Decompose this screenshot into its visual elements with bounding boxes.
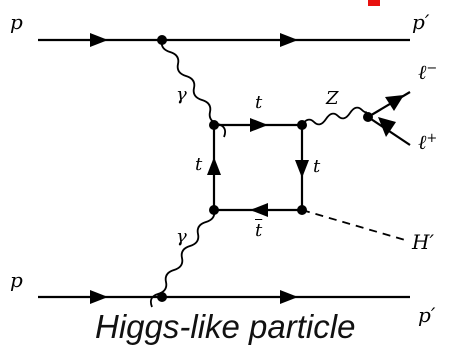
arrow-proton-top-right bbox=[280, 33, 298, 47]
label-p-in-top: p bbox=[10, 10, 23, 34]
label-t-right: t bbox=[313, 156, 321, 177]
lepton-minus-line bbox=[367, 91, 411, 118]
vertex-bottom-proton bbox=[157, 292, 167, 302]
vertex-loop-top-left bbox=[209, 120, 219, 130]
label-gamma-top: γ bbox=[176, 84, 187, 105]
arrow-lepton-plus bbox=[378, 117, 396, 137]
label-lepton-minus: ℓ− bbox=[418, 60, 438, 85]
photon-line-bottom bbox=[149, 209, 216, 308]
arrow-proton-top-left bbox=[90, 33, 108, 47]
label-higgs: H′ bbox=[412, 230, 434, 254]
z-boson-line bbox=[301, 106, 368, 126]
arrow-top-quark-left bbox=[207, 157, 221, 175]
arrow-top-quark-top bbox=[250, 118, 268, 132]
vertex-loop-bottom-left bbox=[209, 205, 219, 215]
label-z-boson: Z bbox=[326, 88, 339, 109]
label-tbar-bottom: t bbox=[255, 220, 263, 241]
arrow-lepton-minus bbox=[385, 95, 404, 111]
higgs-line bbox=[301, 209, 406, 241]
vertex-z-decay bbox=[363, 112, 373, 122]
label-t-left: t bbox=[195, 154, 203, 175]
arrow-top-quark-right bbox=[295, 160, 309, 178]
label-p-out-bottom: p′ bbox=[418, 303, 436, 327]
vertex-loop-top-right bbox=[297, 120, 307, 130]
arrow-proton-bottom-left bbox=[90, 290, 108, 304]
arrow-top-quark-bottom bbox=[250, 203, 268, 217]
vertex-loop-bottom-right bbox=[297, 205, 307, 215]
label-p-out-top: p′ bbox=[412, 10, 430, 34]
label-p-in-bottom: p bbox=[10, 268, 23, 292]
caption: Higgs-like particle bbox=[95, 308, 356, 345]
label-t-top: t bbox=[255, 92, 263, 113]
vertex-top-proton bbox=[157, 35, 167, 45]
red-mark bbox=[368, 0, 380, 6]
label-lepton-plus: ℓ+ bbox=[418, 130, 438, 155]
label-gamma-bottom: γ bbox=[176, 226, 187, 247]
arrow-proton-bottom-right bbox=[280, 290, 298, 304]
